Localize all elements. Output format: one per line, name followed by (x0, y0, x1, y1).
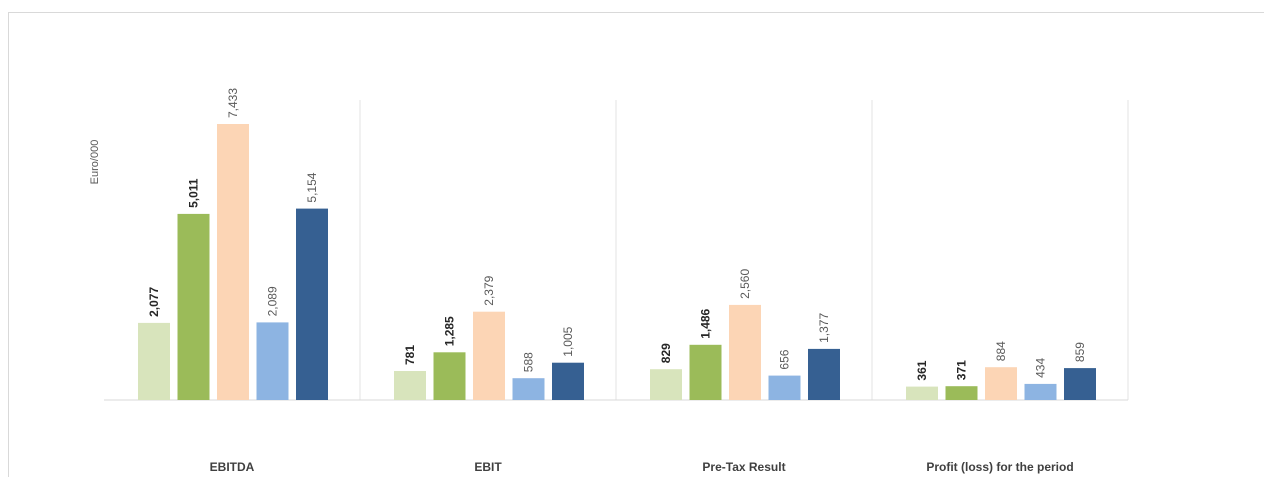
bar (689, 344, 722, 400)
bar (729, 304, 761, 400)
data-label: 361 (915, 360, 929, 380)
data-label: 5,154 (305, 172, 319, 202)
data-label: 2,089 (266, 286, 280, 316)
bar (138, 322, 170, 400)
bar (808, 348, 840, 400)
data-label: 371 (955, 360, 969, 380)
bar (394, 371, 426, 400)
data-label: 434 (1034, 358, 1048, 378)
bar (473, 311, 505, 400)
bar (650, 369, 682, 400)
category-label: EBITDA (210, 460, 255, 474)
bar (177, 213, 210, 400)
data-label: 5,011 (187, 178, 201, 208)
data-label: 2,379 (482, 275, 496, 305)
bar (768, 375, 801, 400)
chart-frame (8, 12, 1264, 477)
data-label: 2,077 (147, 287, 161, 317)
bar (217, 124, 249, 400)
category-label: Pre-Tax Result (702, 460, 785, 474)
bar (985, 367, 1017, 400)
data-label: 829 (659, 343, 673, 363)
bar (1064, 368, 1096, 400)
y-axis-label: Euro/000 (89, 140, 101, 185)
data-label: 588 (522, 352, 536, 372)
category-label: Profit (loss) for the period (926, 460, 1073, 474)
bar (1024, 383, 1057, 400)
data-label: 1,285 (443, 316, 457, 346)
category-label: EBIT (474, 460, 502, 474)
data-label: 859 (1073, 342, 1087, 362)
data-label: 884 (994, 341, 1008, 361)
data-label: 1,486 (699, 308, 713, 338)
bar (552, 362, 584, 400)
data-label: 1,377 (817, 313, 831, 343)
bar (296, 208, 328, 400)
bar (256, 322, 289, 400)
bar (906, 386, 938, 400)
bar (945, 386, 978, 400)
bar (433, 352, 466, 400)
data-label: 1,005 (561, 326, 575, 356)
data-label: 2,560 (738, 269, 752, 299)
bar (512, 378, 545, 400)
data-label: 656 (778, 349, 792, 369)
data-label: 781 (403, 345, 417, 365)
data-label: 7,433 (226, 88, 240, 118)
